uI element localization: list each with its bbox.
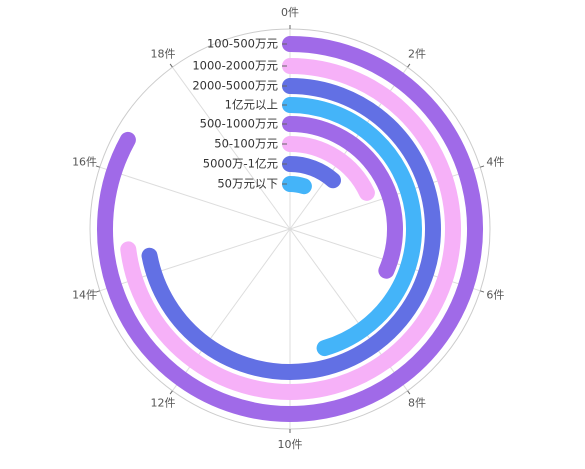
category-label: 1000-2000万元 <box>192 59 278 73</box>
category-label: 50-100万元 <box>214 137 278 151</box>
radial-bar[interactable] <box>282 156 341 189</box>
axis-tick-mark <box>95 290 100 293</box>
grid-spoke <box>172 66 291 230</box>
category-label: 1亿元以上 <box>225 98 278 112</box>
axis-tick-mark <box>95 165 100 168</box>
axis-tick-label: 10件 <box>278 438 303 451</box>
radial-bar[interactable] <box>282 97 422 357</box>
radial-bar[interactable] <box>97 36 483 422</box>
axis-tick-label: 4件 <box>486 155 504 168</box>
radial-bar[interactable] <box>282 176 312 195</box>
axis-tick-label: 0件 <box>281 6 299 19</box>
axis-tick-label: 18件 <box>151 47 176 60</box>
axis-tick-label: 16件 <box>72 155 97 168</box>
category-label: 2000-5000万元 <box>192 79 278 93</box>
radial-bar[interactable] <box>282 116 403 279</box>
category-label: 500-1000万元 <box>200 117 279 131</box>
axis-tick-mark <box>407 390 411 395</box>
axis-tick-label: 12件 <box>151 397 176 410</box>
grid-spoke <box>99 166 291 230</box>
bar-series <box>97 36 483 422</box>
axis-tick-mark <box>169 390 173 395</box>
axis-tick-mark <box>169 63 173 68</box>
category-label: 5000万-1亿元 <box>203 157 279 171</box>
category-label: 100-500万元 <box>207 37 279 51</box>
axis-tick-label: 14件 <box>72 289 97 302</box>
axis-tick-mark <box>407 63 411 68</box>
radial-bar[interactable] <box>120 58 461 400</box>
category-label: 50万元以下 <box>217 177 278 191</box>
axis-tick-label: 2件 <box>408 47 426 60</box>
axis-tick-mark <box>480 290 485 293</box>
axis-tick-mark <box>480 165 485 168</box>
radial-bar[interactable] <box>282 136 375 201</box>
axis-tick-label: 6件 <box>486 289 504 302</box>
category-labels: 100-500万元 1000-2000万元 2000-5000万元 1亿元以上 500-… <box>192 37 287 191</box>
angle-axis-ticks: 0件 2件 4件 6件 8件 10件 12件 14件 16件 18件 <box>72 6 504 451</box>
axis-tick-label: 8件 <box>408 397 426 410</box>
radial-bar[interactable] <box>141 78 441 380</box>
